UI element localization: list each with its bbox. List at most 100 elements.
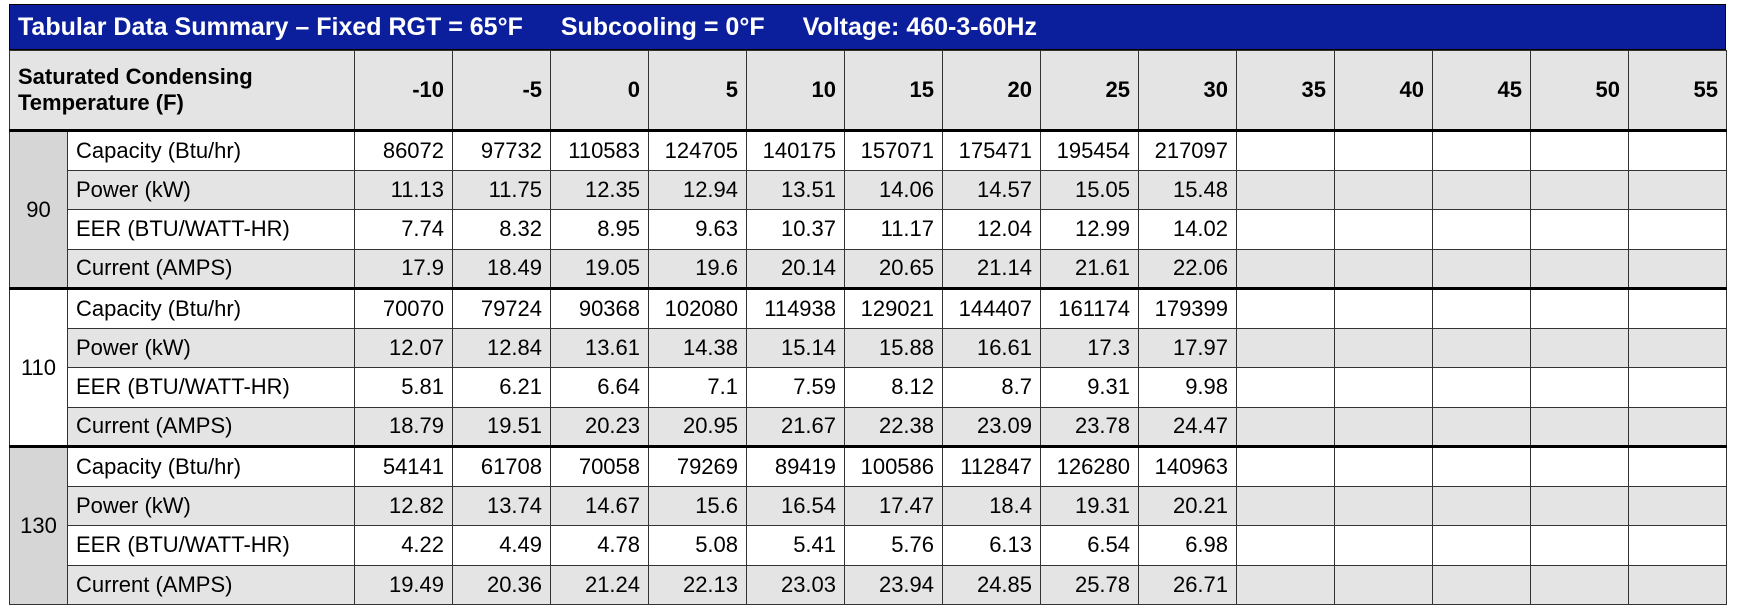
value-cell: 17.3	[1040, 327, 1140, 368]
value-cell: 195454	[1040, 129, 1140, 171]
row-label: Capacity (Btu/hr)	[66, 445, 356, 487]
title-text: Voltage: 460-3-60Hz	[802, 12, 1037, 41]
value-cell: 21.14	[942, 248, 1042, 289]
empty-cell	[1334, 525, 1434, 566]
value-cell: 6.21	[452, 367, 552, 408]
value-cell: 9.63	[648, 209, 748, 250]
value-cell: 217097	[1138, 129, 1238, 171]
value-cell: 20.23	[550, 406, 650, 447]
empty-cell	[1432, 485, 1532, 526]
value-cell: 157071	[844, 129, 944, 171]
empty-cell	[1628, 485, 1728, 526]
value-cell: 161174	[1040, 287, 1140, 329]
data-row: Current (AMPS) 17.9 18.49 19.05 19.6 20.14 20.…	[10, 248, 1728, 289]
data-row: EER (BTU/WATT-HR) 7.74 8.32 8.95 9.63 10.37 11…	[10, 209, 1728, 250]
value-cell: 21.67	[746, 406, 846, 447]
empty-cell	[1236, 169, 1336, 210]
value-cell: 11.75	[452, 169, 552, 210]
empty-cell	[1334, 287, 1434, 329]
value-cell: 7.59	[746, 367, 846, 408]
value-cell: 22.13	[648, 564, 748, 605]
row-label: Capacity (Btu/hr)	[66, 129, 356, 171]
row-label: Capacity (Btu/hr)	[66, 287, 356, 329]
empty-cell	[1236, 564, 1336, 605]
value-cell: 16.54	[746, 485, 846, 526]
value-cell: 8.12	[844, 367, 944, 408]
value-cell: 6.98	[1138, 525, 1238, 566]
value-cell: 18.4	[942, 485, 1042, 526]
value-cell: 140175	[746, 129, 846, 171]
empty-cell	[1628, 525, 1728, 566]
row-label: Power (kW)	[66, 327, 356, 368]
value-cell: 23.09	[942, 406, 1042, 447]
value-cell: 12.04	[942, 209, 1042, 250]
value-cell: 23.03	[746, 564, 846, 605]
empty-cell	[1432, 406, 1532, 447]
value-cell: 19.51	[452, 406, 552, 447]
value-cell: 114938	[746, 287, 846, 329]
empty-cell	[1334, 485, 1434, 526]
value-cell: 12.82	[354, 485, 454, 526]
value-cell: 21.61	[1040, 248, 1140, 289]
group-label: 130	[9, 445, 68, 605]
summary-page: Tabular Data Summary – Fixed RGT = 65°F S…	[8, 4, 1728, 605]
value-cell: 102080	[648, 287, 748, 329]
empty-cell	[1432, 169, 1532, 210]
group-label: 110	[9, 287, 68, 447]
value-cell: 175471	[942, 129, 1042, 171]
group-label: 90	[9, 129, 68, 289]
value-cell: 129021	[844, 287, 944, 329]
value-cell: 13.61	[550, 327, 650, 368]
value-cell: 19.31	[1040, 485, 1140, 526]
empty-cell	[1334, 248, 1434, 289]
empty-cell	[1530, 248, 1630, 289]
value-cell: 20.95	[648, 406, 748, 447]
empty-cell	[1530, 287, 1630, 329]
empty-cell	[1236, 327, 1336, 368]
value-cell: 9.98	[1138, 367, 1238, 408]
value-cell: 11.13	[354, 169, 454, 210]
value-cell: 20.36	[452, 564, 552, 605]
data-row: 130 Capacity (Btu/hr) 54141 61708 70058 79269…	[9, 445, 1728, 605]
value-cell: 15.14	[746, 327, 846, 368]
value-cell: 70070	[354, 287, 454, 329]
empty-cell	[1628, 327, 1728, 368]
value-cell: 5.41	[746, 525, 846, 566]
empty-cell	[1432, 209, 1532, 250]
value-cell: 19.49	[354, 564, 454, 605]
value-cell: 17.9	[354, 248, 454, 289]
value-cell: 12.84	[452, 327, 552, 368]
row-label: EER (BTU/WATT-HR)	[66, 525, 356, 566]
row-label: Current (AMPS)	[66, 248, 356, 289]
empty-cell	[1530, 485, 1630, 526]
header-row: Saturated Condensing Temperature (F) -10-…	[8, 50, 1728, 131]
row-label: Power (kW)	[66, 485, 356, 526]
value-cell: 20.65	[844, 248, 944, 289]
column-header: -10	[354, 50, 454, 131]
column-header: 50	[1530, 50, 1630, 131]
column-header: 35	[1236, 50, 1336, 131]
empty-cell	[1432, 327, 1532, 368]
value-cell: 6.13	[942, 525, 1042, 566]
column-header: 40	[1334, 50, 1434, 131]
data-row: Current (AMPS) 19.49 20.36 21.24 22.13 23.03 2…	[10, 564, 1728, 605]
empty-cell	[1628, 209, 1728, 250]
value-cell: 179399	[1138, 287, 1238, 329]
empty-cell	[1530, 367, 1630, 408]
empty-cell	[1628, 564, 1728, 605]
empty-cell	[1334, 209, 1434, 250]
value-cell: 24.85	[942, 564, 1042, 605]
value-cell: 70058	[550, 445, 650, 487]
column-header: 10	[746, 50, 846, 131]
value-cell: 20.14	[746, 248, 846, 289]
empty-cell	[1334, 327, 1434, 368]
empty-cell	[1236, 287, 1336, 329]
empty-cell	[1334, 129, 1434, 171]
value-cell: 14.02	[1138, 209, 1238, 250]
empty-cell	[1334, 406, 1434, 447]
empty-cell	[1628, 367, 1728, 408]
value-cell: 61708	[452, 445, 552, 487]
data-row: 110 Capacity (Btu/hr) 70070 79724 90368 10208…	[9, 287, 1728, 447]
value-cell: 126280	[1040, 445, 1140, 487]
empty-cell	[1530, 525, 1630, 566]
